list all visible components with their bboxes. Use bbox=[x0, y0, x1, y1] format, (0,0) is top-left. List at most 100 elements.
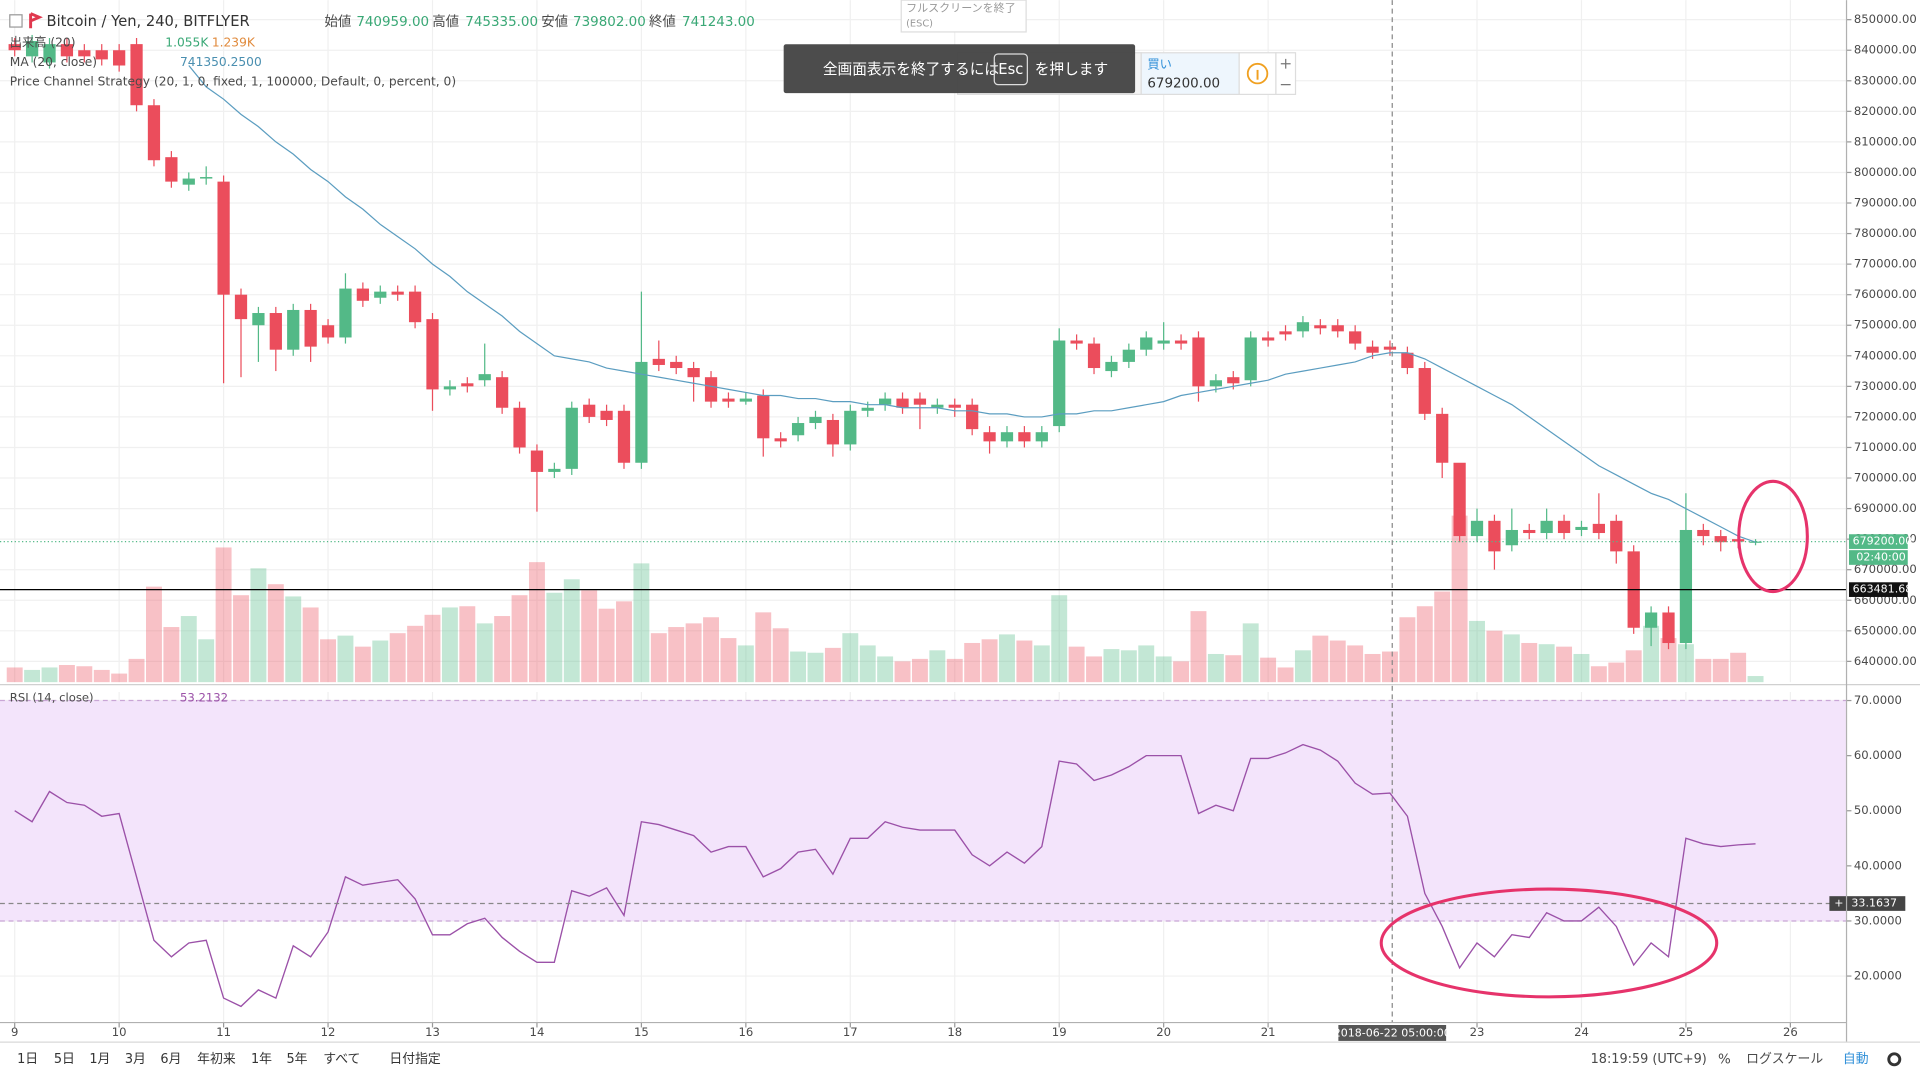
x-tick-label: 18 bbox=[947, 1025, 962, 1039]
collapse-icon[interactable] bbox=[9, 14, 23, 28]
x-tick-label: 10 bbox=[112, 1025, 127, 1039]
buy-label: 買い bbox=[1147, 58, 1171, 72]
range-button[interactable]: 年初来 bbox=[197, 1051, 236, 1067]
buy-box[interactable] bbox=[1140, 52, 1240, 96]
hline-label: 663481.68 bbox=[1853, 583, 1913, 596]
volume-bar bbox=[1173, 661, 1190, 683]
volume-bar bbox=[302, 607, 319, 683]
volume-bar bbox=[1503, 634, 1520, 683]
y-tick-label: 820000.00 bbox=[1854, 104, 1917, 118]
settings-icon[interactable] bbox=[1887, 1052, 1902, 1067]
candle-body bbox=[739, 398, 752, 402]
toast-box bbox=[783, 44, 1136, 94]
volume-value: 1.055K bbox=[165, 35, 209, 49]
hint-key: (ESC) bbox=[906, 18, 933, 29]
volume-bar bbox=[807, 652, 824, 683]
x-tick-label: 21 bbox=[1261, 1025, 1276, 1039]
candle-body bbox=[1644, 612, 1658, 628]
volume-bar bbox=[1556, 646, 1573, 683]
range-button[interactable]: 5日 bbox=[54, 1052, 75, 1067]
candle-body bbox=[43, 44, 56, 63]
volume-bar bbox=[964, 642, 981, 683]
volume-bar bbox=[633, 563, 650, 683]
volume-bar bbox=[337, 635, 354, 683]
candle-body bbox=[1053, 340, 1066, 427]
log-toggle[interactable]: ログスケール bbox=[1746, 1052, 1823, 1067]
x-tick-label: 16 bbox=[738, 1025, 753, 1039]
y-tick-label: 730000.00 bbox=[1854, 379, 1917, 393]
volume-bar bbox=[650, 633, 667, 683]
volume-bar bbox=[180, 616, 197, 683]
auto-toggle[interactable]: 自動 bbox=[1843, 1052, 1869, 1067]
candle-body bbox=[356, 288, 369, 301]
toast: 全画面表示を終了するには Esc を押します bbox=[783, 44, 1136, 94]
volume-bar bbox=[616, 601, 632, 683]
volume-bar bbox=[1329, 640, 1346, 683]
candle-body bbox=[1279, 331, 1292, 335]
candle-body bbox=[1401, 352, 1414, 369]
rsi-line bbox=[14, 743, 1756, 1008]
volume-bar bbox=[1103, 649, 1120, 683]
range-button[interactable]: 日付指定 bbox=[389, 1052, 441, 1067]
candle-body bbox=[182, 178, 195, 185]
candle-body bbox=[931, 404, 944, 408]
volume-bar bbox=[372, 640, 389, 683]
range-button[interactable]: 5年 bbox=[287, 1052, 308, 1067]
range-button[interactable]: 6月 bbox=[160, 1052, 181, 1067]
crosshair-time-label: 2018-06-22 05:00:00 bbox=[1334, 1027, 1451, 1040]
x-tick-label: 24 bbox=[1574, 1025, 1589, 1039]
range-button[interactable]: すべて bbox=[323, 1052, 360, 1067]
x-tick-label: 11 bbox=[216, 1025, 231, 1039]
candle-body bbox=[78, 50, 91, 57]
y-tick-label: 640000.00 bbox=[1854, 654, 1917, 668]
candle-body bbox=[861, 407, 874, 411]
y-tick-label: 740000.00 bbox=[1854, 348, 1917, 362]
candle-body bbox=[1505, 529, 1518, 546]
ohlc-label: 終値 bbox=[649, 14, 676, 30]
candle-body bbox=[391, 291, 404, 295]
volume-bar bbox=[1364, 653, 1381, 683]
y-tick-label: 40.0000 bbox=[1854, 858, 1902, 872]
y-tick-label: 670000.00 bbox=[1854, 562, 1917, 576]
ohlc-label: 高値 bbox=[432, 13, 459, 30]
y-tick-label: 780000.00 bbox=[1854, 226, 1917, 240]
candle-body bbox=[374, 291, 387, 298]
range-button[interactable]: 1年 bbox=[251, 1052, 272, 1067]
candle-body bbox=[1349, 331, 1362, 344]
volume-bar bbox=[1347, 645, 1364, 683]
candle-body bbox=[722, 398, 735, 402]
volume-bar bbox=[1521, 642, 1538, 683]
candle-body bbox=[1227, 377, 1240, 384]
candle-body bbox=[234, 294, 248, 320]
volume-bar bbox=[476, 623, 493, 683]
candle-body bbox=[1610, 520, 1623, 552]
candle-body bbox=[791, 423, 805, 436]
range-button[interactable]: 3月 bbox=[125, 1052, 146, 1067]
candle-body bbox=[1157, 340, 1170, 344]
x-tick-label: 19 bbox=[1052, 1025, 1067, 1039]
candle-body bbox=[95, 50, 108, 60]
volume-bar bbox=[1277, 667, 1294, 683]
symbol-title: Bitcoin / Yen, 240, BITFLYER bbox=[47, 13, 250, 30]
volume-bar bbox=[1242, 623, 1259, 683]
candle-body bbox=[1592, 523, 1605, 534]
candle-body bbox=[757, 395, 770, 439]
range-button[interactable]: 1月 bbox=[89, 1052, 110, 1067]
percent-toggle[interactable]: % bbox=[1718, 1052, 1731, 1067]
toast-key: Esc bbox=[998, 61, 1023, 78]
candle-body bbox=[1523, 529, 1536, 534]
candle-body bbox=[1035, 432, 1048, 442]
y-tick-label: 760000.00 bbox=[1854, 287, 1917, 301]
qty-icons bbox=[1280, 58, 1291, 86]
grid-layer bbox=[0, 0, 1847, 1023]
axis-layer: 9 10 11 12 13 14 15 16 17 18 19 20 21 23 24 25 26 640000.… bbox=[11, 12, 1917, 1041]
volume-bar bbox=[389, 633, 406, 683]
candle-body bbox=[1436, 413, 1449, 463]
hline-tag bbox=[1848, 582, 1908, 597]
volume-bar bbox=[1207, 653, 1224, 683]
range-button[interactable]: 1日 bbox=[17, 1052, 38, 1067]
candle-body bbox=[321, 325, 335, 338]
candle-body bbox=[1557, 520, 1571, 534]
